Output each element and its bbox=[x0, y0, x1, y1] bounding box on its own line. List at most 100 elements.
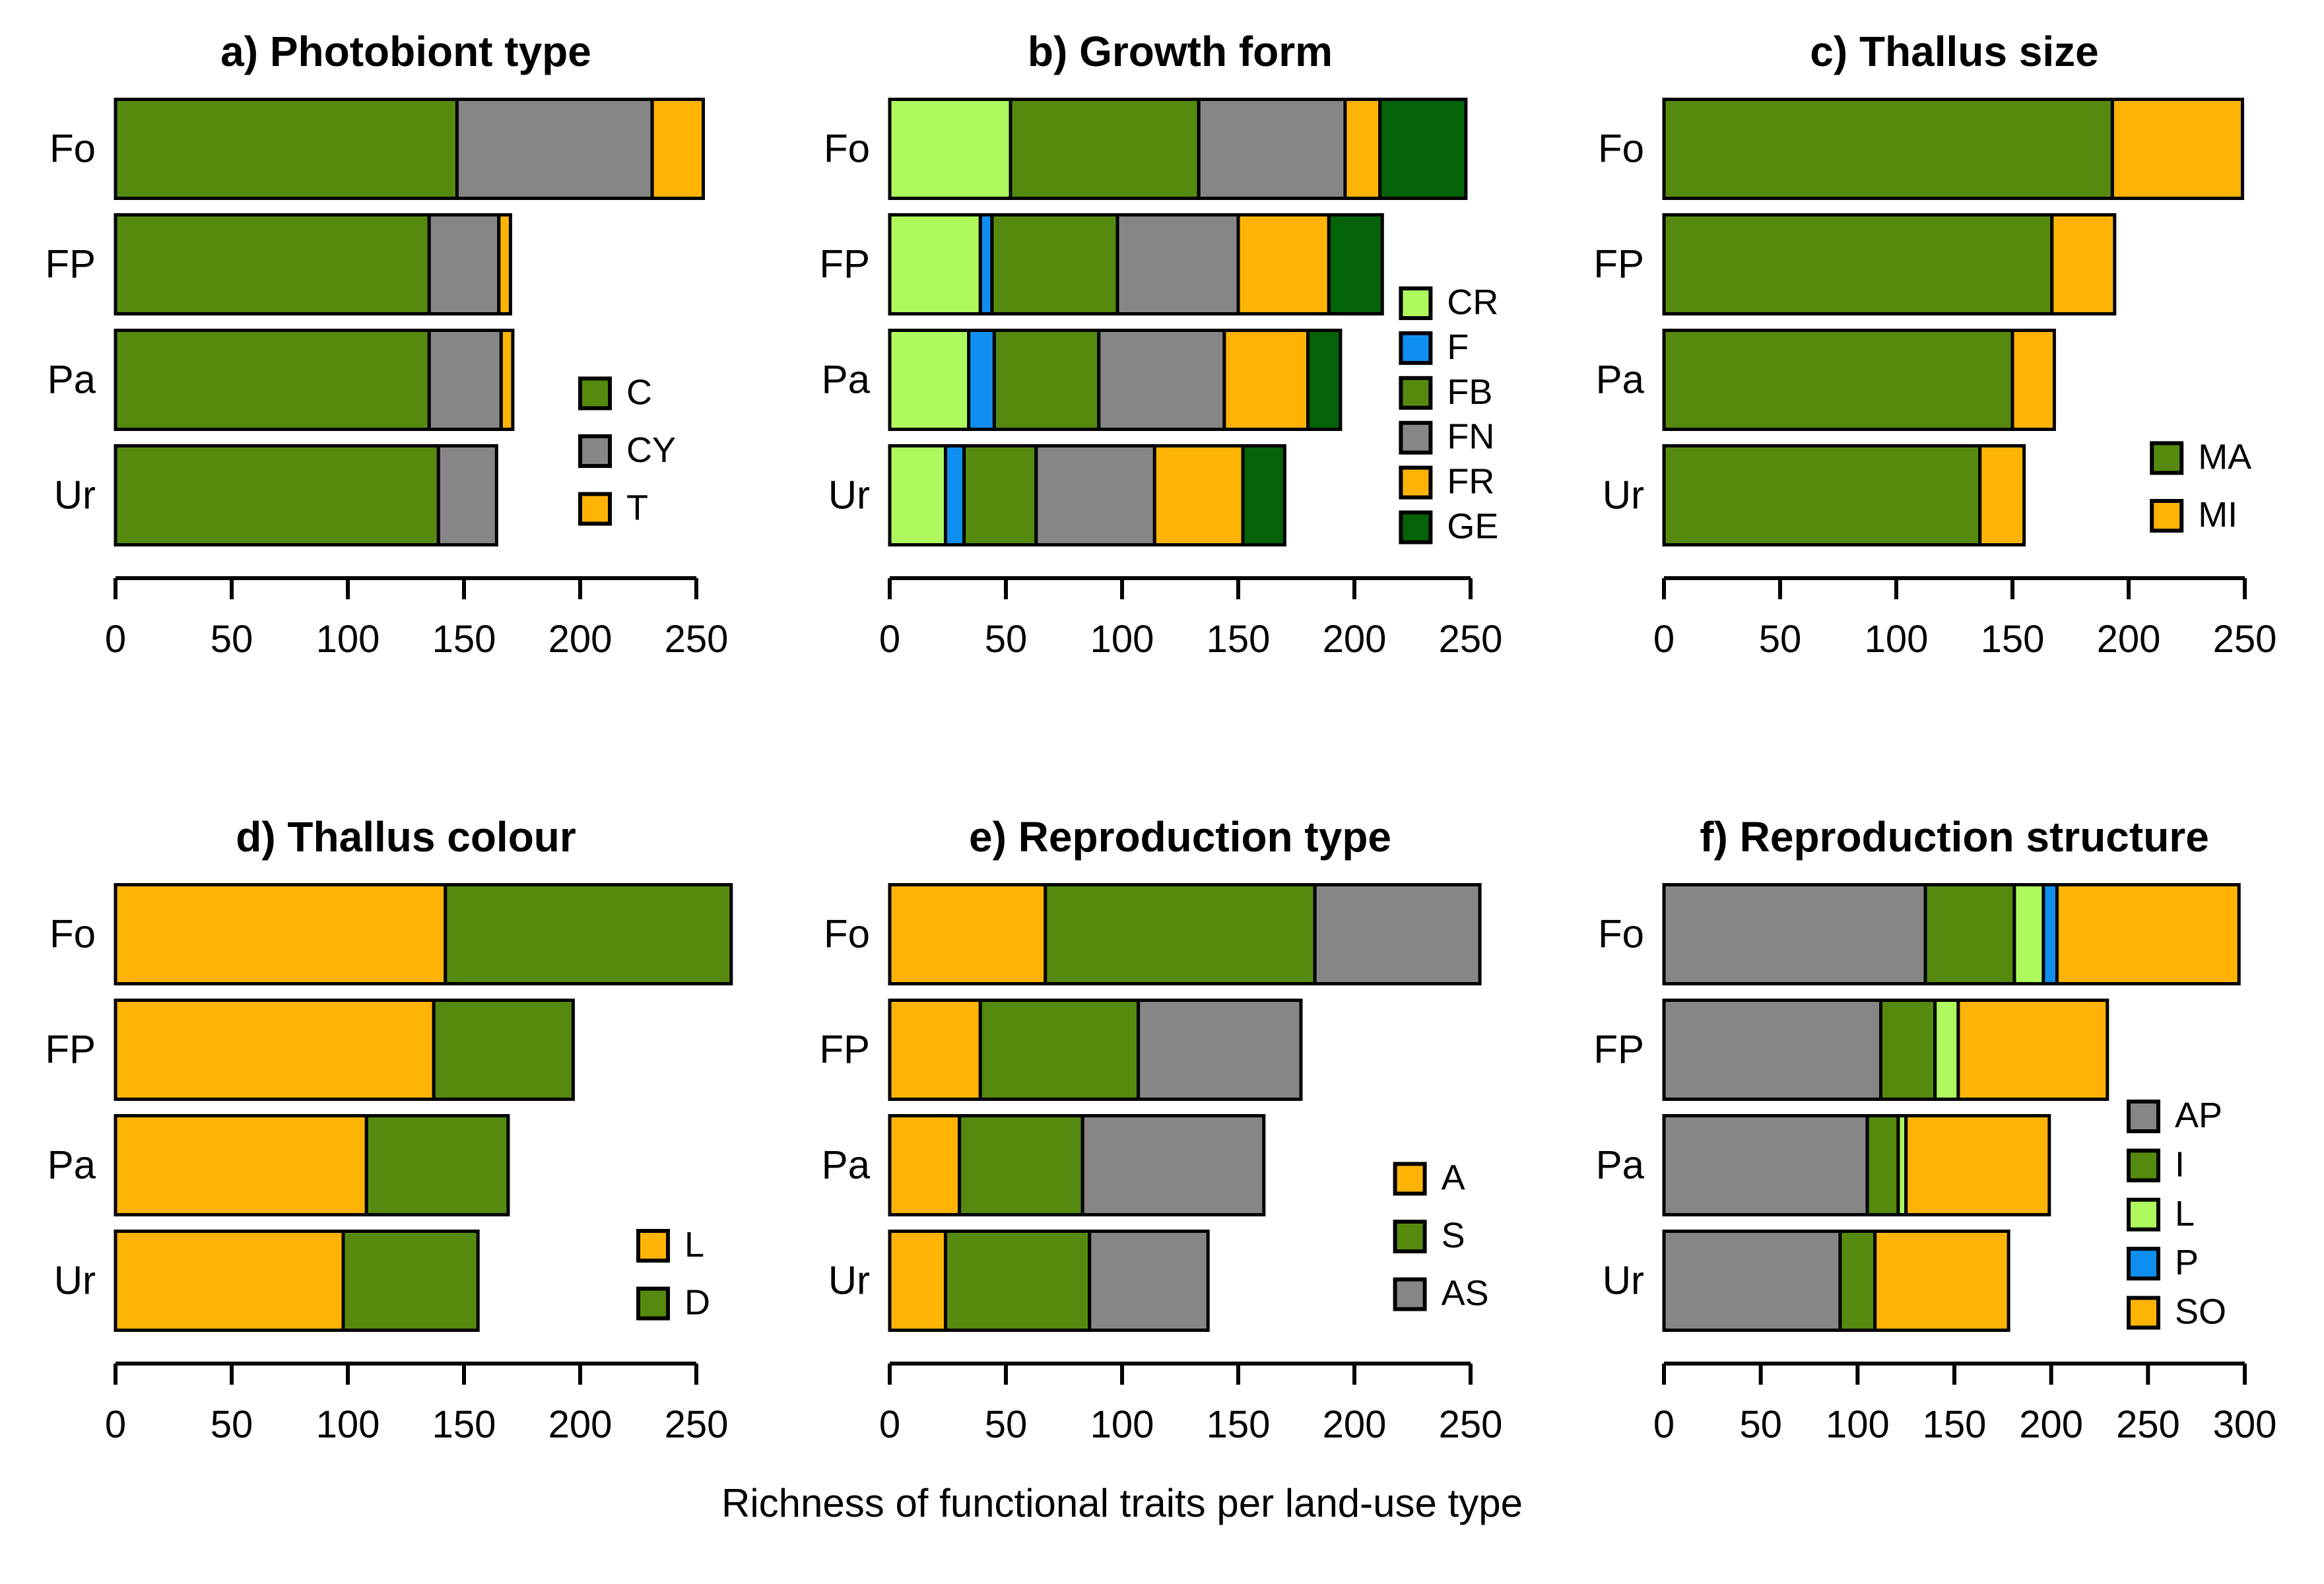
x-axis-tick-label: 150 bbox=[1923, 1403, 1987, 1444]
bar-segment-cy-ur bbox=[436, 444, 498, 546]
x-axis-tick-label: 250 bbox=[1439, 1403, 1503, 1444]
bar-segment-mi-pa bbox=[2010, 329, 2056, 431]
bar-segment-a-fo bbox=[888, 883, 1047, 985]
category-label: Ur bbox=[54, 473, 96, 517]
chart-reproduction-structure: Fo FP Pa Ur 0 50 100 150 200 250 300 AP ILP SO bbox=[1593, 883, 2276, 1444]
bar-segment-fb-ur bbox=[962, 444, 1038, 546]
bar-segment-mi-fp bbox=[2050, 213, 2117, 315]
bar-segment-s-pa bbox=[958, 1114, 1084, 1216]
legend-swatch-d bbox=[636, 1286, 670, 1321]
legend-label-t: T bbox=[626, 488, 648, 528]
category-label: Fo bbox=[50, 912, 96, 956]
legend-swatch-i bbox=[2127, 1148, 2160, 1183]
x-axis-tick-label: 150 bbox=[1207, 618, 1271, 659]
bar-segment-ge-fp bbox=[1327, 213, 1384, 315]
bar-segment-mi-ur bbox=[1978, 444, 2026, 546]
figure-grid: a) Photobiont type Fo FP Pa Ur 0 50 100 150 200 2… bbox=[0, 12, 2323, 1444]
x-axis-tick-label: 100 bbox=[1090, 618, 1154, 659]
legend-label-l: L bbox=[2175, 1194, 2195, 1234]
legend-label-s: S bbox=[1442, 1216, 1465, 1255]
chart-thallus-size: Fo FP Pa Ur 0 50 100 150 200 250 MA MI bbox=[1593, 98, 2276, 659]
bar-segment-l-fp bbox=[1933, 999, 1960, 1101]
category-label: Pa bbox=[822, 1143, 871, 1187]
bar-segment-mi-fo bbox=[2110, 98, 2245, 200]
legend-label-mi: MI bbox=[2198, 495, 2238, 535]
bar-segment-fr-pa bbox=[1222, 329, 1310, 431]
bar-segment-fr-fo bbox=[1343, 98, 1382, 200]
legend-swatch-l bbox=[2127, 1197, 2160, 1232]
bar-segment-fr-fp bbox=[1236, 213, 1331, 315]
category-label: FP bbox=[819, 242, 870, 286]
panel-title-e: e) Reproduction type bbox=[968, 813, 1392, 861]
bar-segment-l-fo bbox=[2012, 883, 2045, 985]
x-axis-tick-label: 100 bbox=[316, 1403, 380, 1444]
legend-swatch-ap bbox=[2127, 1100, 2160, 1133]
x-axis-tick-label: 100 bbox=[316, 618, 380, 659]
bar-segment-cy-fp bbox=[427, 213, 501, 315]
legend-swatch-s bbox=[1393, 1220, 1427, 1253]
bar-segment-as-fo bbox=[1313, 883, 1482, 985]
chart-reproduction-type: Fo FP Pa Ur 0 50 100 150 200 250 AS AS bbox=[819, 883, 1503, 1444]
category-label: Ur bbox=[54, 1259, 96, 1303]
legend-label-ma: MA bbox=[2198, 438, 2251, 477]
bar-segment-d-pa bbox=[364, 1114, 510, 1216]
x-axis-tick-label: 50 bbox=[211, 1403, 253, 1444]
bar-segment-f-ur bbox=[944, 444, 966, 546]
legend-swatch-cy bbox=[578, 434, 612, 468]
category-label: Fo bbox=[824, 127, 870, 171]
x-axis-tick-label: 200 bbox=[548, 618, 613, 659]
bar-segment-fb-pa bbox=[992, 329, 1101, 431]
x-axis-tick-label: 200 bbox=[1323, 618, 1387, 659]
panel-title-d: d) Thallus colour bbox=[236, 813, 576, 861]
category-label: Fo bbox=[1598, 127, 1644, 171]
legend-label-f: F bbox=[1447, 327, 1469, 367]
bar-segment-fb-fp bbox=[990, 213, 1119, 315]
bar-segment-ma-ur bbox=[1662, 444, 1982, 546]
legend-label-a: A bbox=[1442, 1158, 1465, 1198]
x-axis-tick-label: 50 bbox=[1739, 1403, 1782, 1444]
bar-segment-c-fp bbox=[114, 213, 431, 315]
bar-segment-cr-pa bbox=[888, 329, 971, 431]
panel-growth-form: b) Growth form Fo FP Pa Ur 0 50 100 150 200 250 CR… bbox=[774, 12, 1548, 659]
legend-label-ap: AP bbox=[2175, 1096, 2222, 1135]
legend-label-ge: GE bbox=[1447, 507, 1498, 546]
bar-segment-i-fp bbox=[1879, 999, 1937, 1101]
x-axis-tick-label: 150 bbox=[432, 1403, 496, 1444]
category-label: Pa bbox=[1596, 1143, 1645, 1187]
bar-segment-i-ur bbox=[1838, 1230, 1877, 1332]
x-axis-tick-label: 200 bbox=[2019, 1403, 2083, 1444]
panel-photobiont-type: a) Photobiont type Fo FP Pa Ur 0 50 100 150 200 2… bbox=[0, 12, 774, 659]
category-label: Ur bbox=[1603, 1259, 1644, 1303]
bar-segment-t-pa bbox=[499, 329, 515, 431]
x-axis-tick-label: 0 bbox=[1653, 618, 1675, 659]
x-axis-tick-label: 0 bbox=[879, 1403, 900, 1444]
x-axis-tick-label: 150 bbox=[432, 618, 496, 659]
category-label: Fo bbox=[50, 127, 96, 171]
bar-segment-ap-fo bbox=[1662, 883, 1927, 985]
bar-segment-ma-pa bbox=[1662, 329, 2014, 431]
bar-segment-fn-pa bbox=[1097, 329, 1226, 431]
bar-segment-p-fo bbox=[2042, 883, 2059, 985]
legend-swatch-a bbox=[1393, 1162, 1427, 1196]
bar-segment-ap-pa bbox=[1662, 1114, 1869, 1216]
chart-photobiont-type: Fo FP Pa Ur 0 50 100 150 200 250 C CY T bbox=[45, 98, 728, 659]
bar-segment-l-fo bbox=[114, 883, 448, 985]
bar-segment-f-pa bbox=[967, 329, 996, 431]
bar-segment-so-fo bbox=[2055, 883, 2241, 985]
bar-segment-cy-pa bbox=[427, 329, 503, 431]
panel-reproduction-type: e) Reproduction type Fo FP Pa Ur 0 50 100 150 20… bbox=[774, 797, 1548, 1444]
bar-segment-c-fo bbox=[114, 98, 459, 200]
panel-thallus-size: c) Thallus size Fo FP Pa Ur 0 50 100 150 200 250 M… bbox=[1548, 12, 2323, 659]
legend-swatch-fr bbox=[1399, 465, 1433, 500]
x-axis-shared-label: Richness of functional traits per land-u… bbox=[721, 1481, 1523, 1525]
legend-label-d: D bbox=[684, 1283, 710, 1323]
legend-swatch-t bbox=[578, 492, 612, 526]
category-label: FP bbox=[45, 1028, 96, 1072]
panel-title-f: f) Reproduction structure bbox=[1700, 813, 2209, 861]
x-axis-tick-label: 200 bbox=[548, 1403, 613, 1444]
bar-segment-ap-ur bbox=[1662, 1230, 1842, 1332]
legend-label-fn: FN bbox=[1447, 417, 1494, 457]
legend-label-fr: FR bbox=[1447, 462, 1494, 502]
bar-segment-a-ur bbox=[888, 1230, 947, 1332]
legend-label-fb: FB bbox=[1447, 372, 1492, 412]
